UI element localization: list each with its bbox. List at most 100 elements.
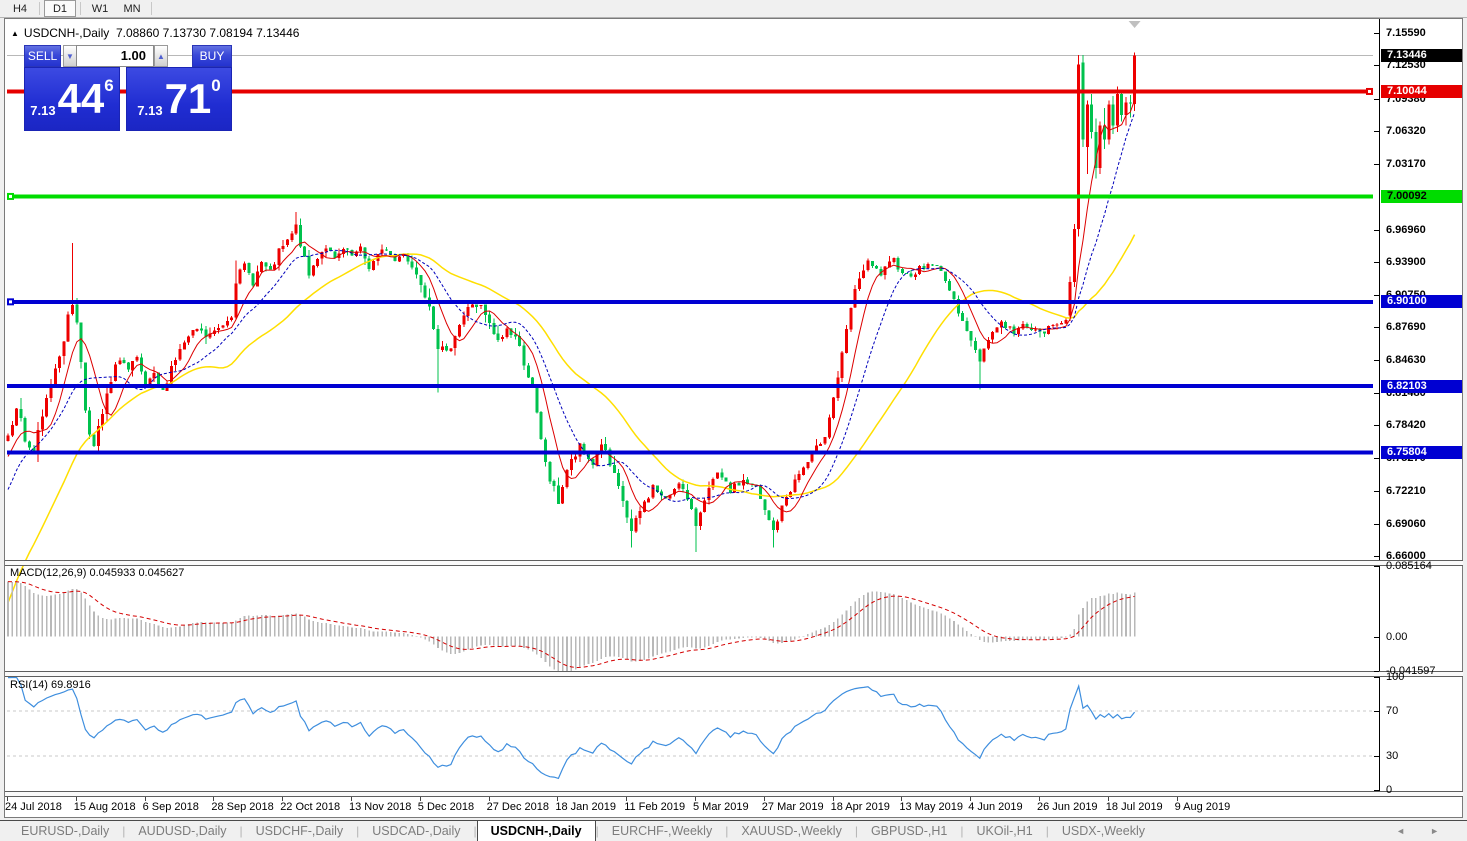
date-tick-mark — [1176, 797, 1178, 801]
rsi-tick-mark — [1374, 710, 1379, 712]
date-tick-mark — [144, 797, 146, 801]
volume-decrease-button[interactable]: ▼ — [63, 45, 77, 67]
price-tick-mark — [1374, 164, 1379, 165]
tab-usdcad-daily[interactable]: USDCAD-,Daily — [372, 824, 461, 838]
price-tick-label: 7.06320 — [1386, 124, 1426, 137]
price-tick-label: 6.93900 — [1386, 255, 1426, 268]
timeframe-button-mn[interactable]: MN — [123, 2, 141, 15]
volume-increase-button[interactable]: ▲ — [154, 45, 168, 67]
price-tick-mark — [1374, 261, 1379, 263]
tab-separator: | — [854, 824, 858, 838]
sell-button[interactable]: SELL — [24, 45, 61, 67]
toolbar-separator — [80, 2, 81, 15]
tab-separator: | — [473, 824, 477, 838]
date-label: 13 Nov 2018 — [349, 801, 412, 813]
chart-window[interactable] — [4, 18, 1463, 818]
rsi-label: RSI(14) 69.8916 — [10, 679, 91, 691]
date-tick-mark — [832, 797, 834, 801]
buy-price-pip: 0 — [211, 76, 221, 95]
macd-tick-mark — [1374, 636, 1379, 638]
timeframe-button-h4[interactable]: H4 — [12, 2, 28, 15]
tab-separator: | — [239, 824, 243, 838]
one-click-trade-panel: SELL ▼ 1.00 ▲ BUY 7.13 44 6 7.13 71 0 — [24, 45, 232, 133]
rsi-scale-label: 70 — [1386, 704, 1399, 717]
date-tick-mark — [419, 797, 421, 801]
buy-price-prefix: 7.13 — [137, 103, 163, 118]
date-label: 15 Aug 2018 — [73, 801, 136, 813]
tab-eurchf-weekly[interactable]: EURCHF-,Weekly — [611, 824, 713, 838]
date-tick-mark — [695, 797, 696, 801]
tab-separator: | — [725, 824, 729, 838]
macd-value-signal: 0.045627 — [138, 567, 185, 579]
tab-eurusd-daily[interactable]: EURUSD-,Daily — [21, 824, 110, 838]
price-tick-mark — [1374, 523, 1379, 525]
rsi-scale-label: 30 — [1386, 750, 1399, 763]
collapse-triangle-icon[interactable]: ▲ — [11, 29, 19, 38]
price-badge-7.10044: 7.10044 — [1381, 85, 1462, 98]
price-tick-mark — [1374, 130, 1379, 132]
date-label: 24 Jul 2018 — [5, 801, 62, 813]
tab-usdx-weekly[interactable]: USDX-,Weekly — [1061, 824, 1145, 838]
date-label: 27 Dec 2018 — [486, 801, 549, 813]
tabs-scroll-right-icon[interactable]: ► — [1430, 826, 1439, 836]
sell-price-main: 44 — [57, 75, 105, 122]
rsi-tick-mark — [1374, 677, 1379, 678]
tab-separator: | — [595, 824, 599, 838]
splitter-main-macd[interactable] — [5, 560, 1463, 566]
toolbar-separator — [39, 2, 40, 15]
price-tick-mark — [1374, 327, 1379, 329]
tab-usdchf-daily[interactable]: USDCHF-,Daily — [255, 824, 344, 838]
chart-title: ▲ USDCNH-,Daily 7.08860 7.13730 7.08194 7… — [11, 26, 299, 40]
rsi-scale-label: 100 — [1386, 671, 1405, 683]
date-tick-mark — [488, 797, 490, 801]
tab-audusd-daily[interactable]: AUDUSD-,Daily — [138, 824, 227, 838]
date-tick-mark — [626, 797, 628, 801]
date-tick-mark — [1107, 797, 1109, 801]
tabs-scroll-left-icon[interactable]: ◄ — [1396, 826, 1405, 836]
tab-ukoil-h1[interactable]: UKOil-,H1 — [976, 824, 1033, 838]
date-label: 18 Jan 2019 — [555, 801, 616, 813]
tab-gbpusd-h1[interactable]: GBPUSD-,H1 — [870, 824, 948, 838]
macd-scale-label: -0.041597 — [1386, 665, 1436, 677]
timeframe-button-d1[interactable]: D1 — [44, 0, 76, 17]
date-tick-mark — [763, 797, 765, 801]
date-tick-mark — [970, 797, 972, 801]
price-axis-border — [1379, 19, 1380, 797]
macd-tick-mark — [1374, 671, 1379, 672]
date-label: 27 Mar 2019 — [761, 801, 824, 813]
price-tick-mark — [1374, 295, 1379, 296]
date-label: 5 Dec 2018 — [417, 801, 475, 813]
price-tick-label: 6.96960 — [1386, 223, 1426, 236]
price-tick-mark — [1374, 490, 1379, 492]
rsi-tick-mark — [1374, 756, 1379, 758]
date-label: 5 Mar 2019 — [693, 801, 749, 813]
chart-tab-bar: EURUSD-,Daily | AUDUSD-,Daily | USDCHF-,Dail… — [0, 820, 1467, 841]
date-tick-mark — [213, 797, 215, 801]
buy-price-button[interactable]: 7.13 71 0 — [126, 67, 232, 131]
timeframe-toolbar: H4 D1 W1 MN — [0, 0, 1467, 18]
sell-price-button[interactable]: 7.13 44 6 — [24, 67, 120, 131]
price-tick-mark — [1374, 425, 1379, 426]
splitter-macd-rsi[interactable] — [5, 671, 1463, 677]
timeframe-button-w1[interactable]: W1 — [91, 2, 109, 15]
date-tick-mark — [351, 797, 352, 801]
date-label: 18 Apr 2019 — [830, 801, 890, 813]
tab-usdcnh-daily[interactable]: USDCNH-,Daily — [476, 821, 596, 841]
tab-separator: | — [1045, 824, 1049, 838]
ohlc-readout: 7.08860 7.13730 7.08194 7.13446 — [115, 26, 300, 40]
price-tick-mark — [1374, 229, 1379, 231]
buy-button[interactable]: BUY — [192, 45, 232, 67]
volume-input[interactable]: 1.00 — [76, 45, 154, 67]
date-tick-mark — [7, 797, 8, 801]
price-tick-mark — [1374, 98, 1379, 100]
rsi-scale-label: 0 — [1386, 784, 1393, 796]
date-tick-mark — [282, 797, 284, 801]
macd-scale-label: 0.085164 — [1386, 560, 1432, 572]
spin-up-icon: ▲ — [157, 51, 165, 61]
rsi-value: 69.8916 — [50, 679, 91, 691]
tab-xauusd-weekly[interactable]: XAUUSD-,Weekly — [741, 824, 842, 838]
price-badge-7.13446: 7.13446 — [1381, 49, 1462, 63]
price-badge-6.82103: 6.82103 — [1381, 379, 1462, 393]
macd-scale-label: 0.00 — [1386, 630, 1408, 643]
tab-separator: | — [356, 824, 360, 838]
